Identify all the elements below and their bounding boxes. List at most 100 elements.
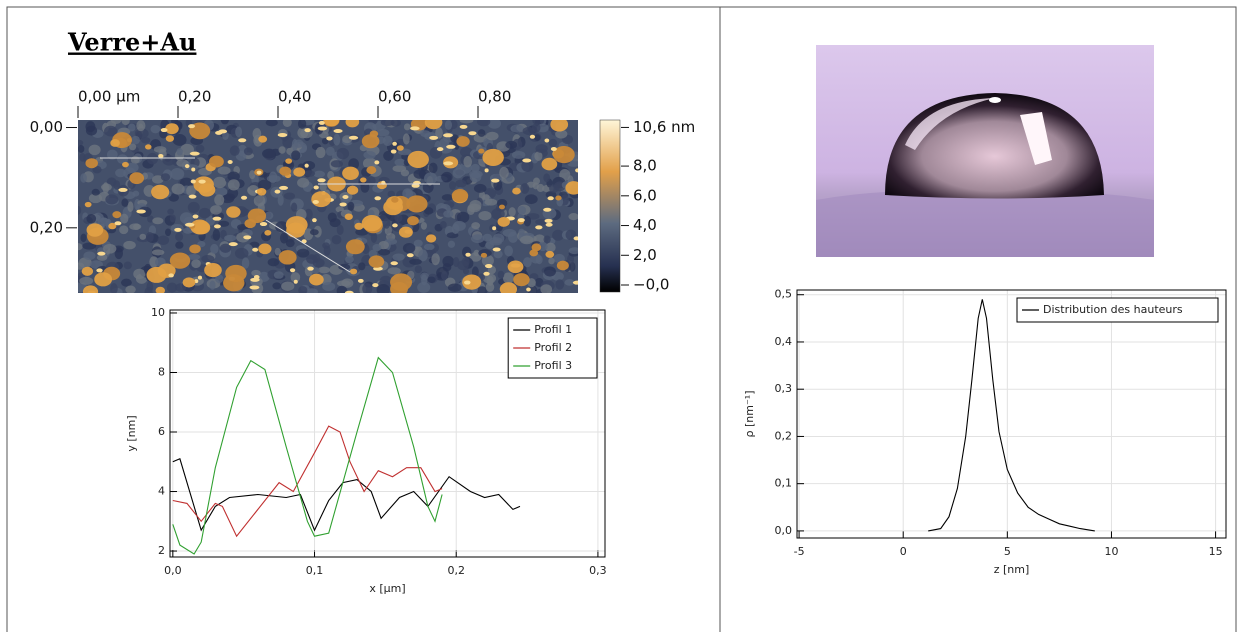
table-border (6, 6, 1237, 636)
grain (326, 136, 333, 141)
grain (112, 211, 122, 219)
grain (462, 268, 470, 275)
y-tick-label: 0,20 (30, 218, 63, 236)
grain (192, 214, 199, 219)
grain (523, 215, 532, 227)
grain (325, 146, 335, 156)
grain (262, 148, 277, 159)
y-tick-label: 6 (158, 425, 165, 438)
grain (96, 254, 108, 261)
y-tick-label: 0,4 (775, 335, 793, 348)
grain (84, 201, 92, 208)
x-axis-label: z [nm] (994, 563, 1030, 576)
legend-label: Profil 3 (534, 359, 572, 372)
grain (390, 149, 397, 154)
grain (459, 120, 474, 124)
grain (447, 240, 456, 248)
grain (80, 173, 87, 183)
grain (146, 152, 159, 165)
grain (291, 150, 301, 161)
grain (471, 266, 479, 278)
grain (105, 194, 119, 205)
grain (402, 243, 416, 254)
grain (318, 266, 330, 274)
grain (459, 124, 468, 129)
grain (489, 237, 503, 244)
grain (213, 224, 221, 229)
grain (461, 257, 470, 267)
grain (452, 220, 466, 231)
grain (520, 183, 530, 194)
grain (224, 234, 237, 242)
grain (544, 138, 550, 143)
colorbar-tick-label: 4,0 (633, 216, 657, 234)
grain (497, 216, 510, 227)
grain (394, 213, 403, 223)
grain (127, 201, 134, 213)
grain (513, 273, 530, 287)
grain (431, 253, 440, 266)
grain (312, 200, 319, 205)
grain (108, 222, 117, 230)
grain (252, 247, 259, 252)
legend-box (1016, 297, 1219, 323)
grain (429, 135, 439, 140)
x-tick-label: 0,2 (447, 564, 465, 577)
grain (152, 175, 164, 184)
highlight (905, 98, 995, 150)
grain (322, 282, 336, 292)
grain (78, 262, 85, 270)
grain (358, 262, 366, 271)
grain (258, 135, 268, 143)
y-tick-label: 2 (158, 544, 165, 557)
grain (169, 252, 191, 269)
grain (220, 120, 229, 125)
grain (82, 285, 99, 293)
x-axis-label: x [µm] (369, 582, 405, 595)
grain (555, 195, 562, 201)
grain (97, 251, 106, 256)
grain (312, 218, 317, 223)
grain (78, 139, 84, 146)
grain (160, 128, 168, 133)
grain (172, 134, 187, 146)
grain (531, 123, 541, 133)
grain (456, 211, 470, 223)
grain (435, 127, 443, 139)
grain (512, 187, 521, 195)
grain (94, 272, 113, 287)
grain (333, 129, 343, 134)
grain (336, 147, 350, 160)
grain (121, 198, 129, 207)
grain (423, 243, 435, 251)
grain (289, 268, 296, 273)
grain (268, 171, 278, 184)
grain (277, 133, 288, 138)
grain (197, 275, 203, 280)
grain (446, 144, 456, 149)
grain (400, 169, 410, 177)
grain (227, 159, 233, 164)
grain (86, 213, 97, 224)
grain (417, 281, 431, 293)
grain (543, 207, 552, 212)
grain (342, 195, 349, 200)
grain (420, 130, 431, 138)
x-tick-label: 0,1 (306, 564, 324, 577)
grain (229, 145, 240, 156)
grain (549, 184, 559, 193)
grain (225, 264, 247, 283)
grain (335, 206, 344, 213)
grain (209, 155, 224, 168)
grain (171, 183, 185, 195)
grain (424, 120, 443, 130)
grain (484, 198, 498, 206)
grain (151, 184, 170, 200)
y-tick-label: 0,1 (775, 477, 793, 490)
grain (376, 128, 390, 137)
x-tick-label: -5 (794, 545, 805, 558)
grain (153, 146, 167, 153)
grain (304, 163, 309, 168)
legend-label: Profil 1 (534, 323, 572, 336)
